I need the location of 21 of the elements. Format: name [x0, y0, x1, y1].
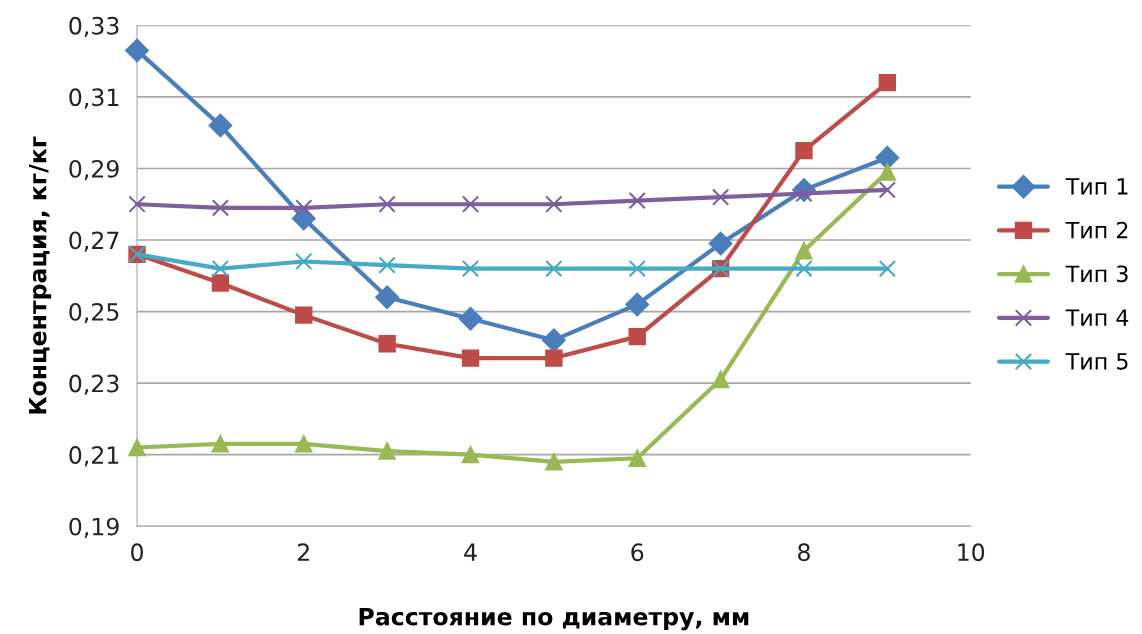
y-tick-label: 0,21 — [69, 446, 119, 467]
legend-label: Тип 3 — [1065, 265, 1128, 283]
y-axis-title: Концентрация, кг/кг — [29, 136, 52, 414]
x-axis-title: Расстояние по диаметру, мм — [359, 607, 749, 631]
legend-label: Тип 1 — [1065, 178, 1128, 195]
x-tick-label: 8 — [798, 543, 810, 562]
y-tick-label: 0,29 — [69, 159, 119, 181]
legend-label: Тип 4 — [1065, 309, 1129, 326]
x-tick-label: 10 — [958, 543, 985, 562]
x-tick-label: 2 — [297, 543, 309, 561]
y-tick-label: 0,27 — [69, 231, 119, 252]
y-tick-label: 0,31 — [69, 88, 119, 109]
legend-label: Тип 5 — [1065, 353, 1128, 370]
y-tick-label: 0,19 — [69, 517, 119, 538]
x-tick-label: 0 — [131, 543, 143, 562]
y-tick-label: 0,25 — [69, 303, 119, 324]
y-tick-label: 0,23 — [69, 374, 119, 395]
y-tick-label: 0,33 — [69, 16, 119, 38]
x-tick-label: 6 — [631, 543, 644, 562]
x-tick-label: 4 — [464, 543, 477, 561]
legend-label: Тип 2 — [1065, 221, 1128, 239]
